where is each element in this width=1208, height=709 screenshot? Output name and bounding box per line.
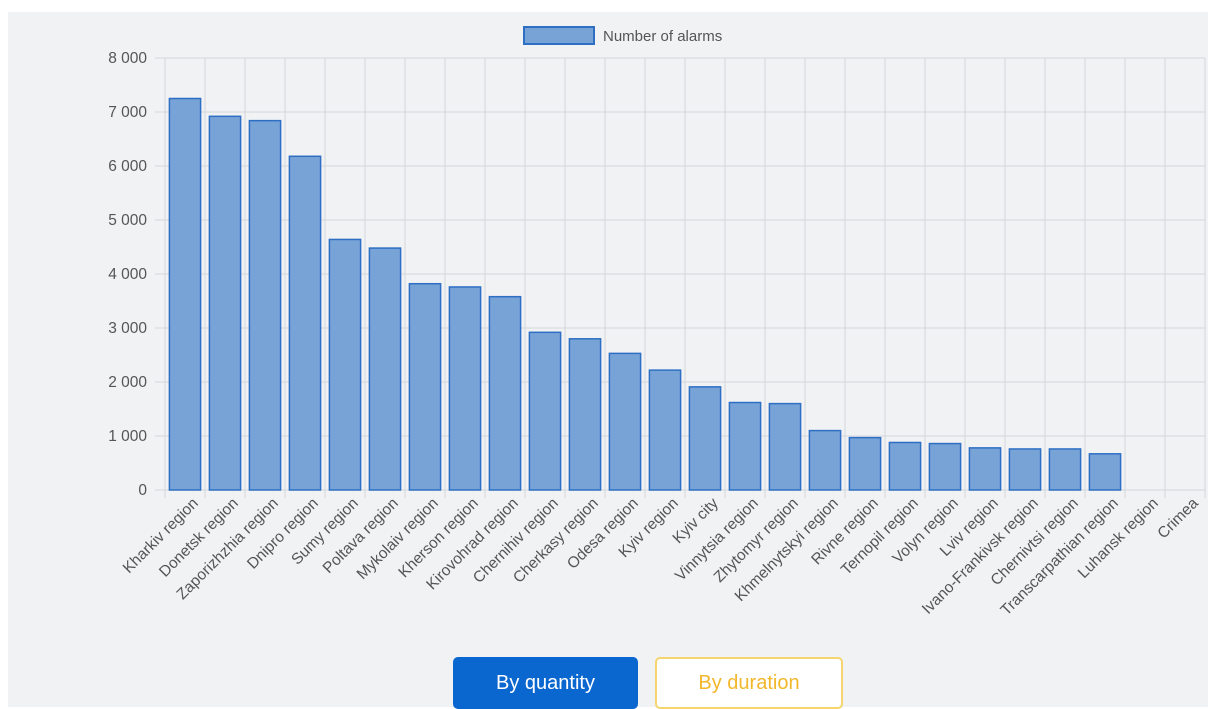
y-tick-label: 4 000 bbox=[108, 266, 147, 283]
bar[interactable] bbox=[888, 441, 922, 491]
by-duration-button[interactable]: By duration bbox=[655, 657, 843, 709]
y-tick-label: 0 bbox=[138, 482, 147, 499]
y-axis: 0 1 000 2 000 3 000 4 000 5 000 6 000 7 000 8 00… bbox=[108, 50, 147, 499]
bar[interactable] bbox=[648, 369, 682, 491]
bar[interactable] bbox=[288, 155, 322, 491]
y-tick-label: 2 000 bbox=[108, 374, 147, 391]
bar[interactable] bbox=[768, 402, 802, 491]
bar[interactable] bbox=[728, 401, 762, 491]
bar[interactable] bbox=[568, 338, 602, 491]
grid bbox=[155, 57, 1206, 498]
bar[interactable] bbox=[808, 429, 842, 491]
y-tick-label: 1 000 bbox=[108, 428, 147, 445]
bar[interactable] bbox=[368, 247, 402, 491]
bar[interactable] bbox=[408, 282, 442, 491]
y-tick-label: 7 000 bbox=[108, 104, 147, 121]
bar[interactable] bbox=[488, 295, 522, 491]
bar[interactable] bbox=[208, 115, 242, 491]
y-tick-label: 5 000 bbox=[108, 212, 147, 229]
y-tick-label: 6 000 bbox=[108, 158, 147, 175]
bar[interactable] bbox=[928, 442, 962, 491]
bar[interactable] bbox=[1008, 448, 1042, 491]
legend[interactable]: Number of alarms bbox=[523, 26, 722, 45]
bar[interactable] bbox=[448, 286, 482, 491]
y-tick-label: 8 000 bbox=[108, 50, 147, 67]
bar[interactable] bbox=[848, 436, 882, 491]
bar[interactable] bbox=[248, 119, 282, 491]
y-tick-label: 3 000 bbox=[108, 320, 147, 337]
x-tick-label: Crimea bbox=[1154, 495, 1202, 543]
bar[interactable] bbox=[168, 97, 202, 491]
bar[interactable] bbox=[688, 386, 722, 491]
bar[interactable] bbox=[608, 352, 642, 491]
legend-label[interactable]: Number of alarms bbox=[603, 28, 722, 45]
legend-swatch[interactable] bbox=[523, 26, 595, 45]
bar[interactable] bbox=[528, 331, 562, 491]
bars bbox=[168, 97, 1122, 491]
bar[interactable] bbox=[1088, 453, 1122, 491]
bar-chart: 0 1 000 2 000 3 000 4 000 5 000 6 000 7 000 8 00… bbox=[108, 26, 1206, 620]
bar[interactable] bbox=[328, 238, 362, 491]
bar[interactable] bbox=[968, 447, 1002, 491]
chart-panel: 0 1 000 2 000 3 000 4 000 5 000 6 000 7 000 8 00… bbox=[8, 12, 1208, 709]
bar[interactable] bbox=[1048, 448, 1082, 491]
by-quantity-button[interactable]: By quantity bbox=[453, 657, 638, 709]
